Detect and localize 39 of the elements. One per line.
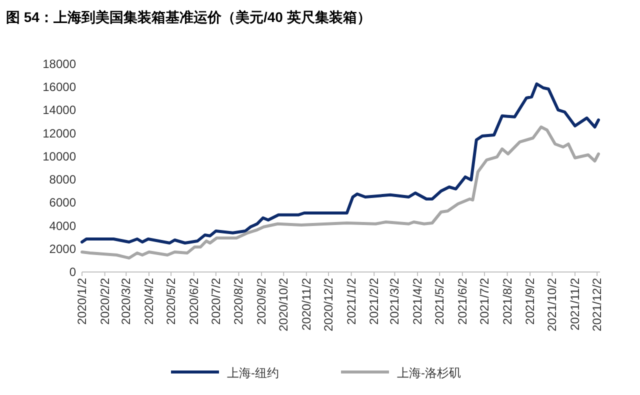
x-tick-label: 2021/8/2 bbox=[500, 278, 514, 325]
x-tick-label: 2020/2/2 bbox=[98, 278, 112, 325]
x-tick-label: 2020/5/2 bbox=[164, 278, 178, 325]
y-tick-label: 8000 bbox=[49, 172, 76, 187]
y-tick-label: 16000 bbox=[42, 80, 76, 94]
y-tick-label: 6000 bbox=[49, 196, 76, 210]
x-tick-label: 2021/9/2 bbox=[523, 278, 538, 325]
x-tick-label: 2021/10/2 bbox=[545, 278, 560, 332]
y-tick-label: 4000 bbox=[49, 218, 76, 233]
y-tick-label: 2000 bbox=[49, 242, 76, 256]
legend-label: 上海-纽约 bbox=[227, 366, 279, 380]
legend-label: 上海-洛杉矶 bbox=[397, 366, 461, 380]
x-tick-label: 2020/1/2 bbox=[75, 278, 89, 325]
y-tick-label: 10000 bbox=[42, 149, 76, 164]
x-tick-label: 2021/11/2 bbox=[568, 278, 582, 330]
x-tick-label: 2020/6/2 bbox=[186, 278, 201, 325]
x-tick-label: 2021/1/2 bbox=[344, 278, 358, 325]
x-tick-label: 2021/6/2 bbox=[455, 278, 470, 325]
y-tick-label: 0 bbox=[69, 265, 76, 279]
x-tick-label: 2020/8/2 bbox=[232, 278, 246, 325]
y-tick-label: 12000 bbox=[42, 126, 76, 140]
x-tick-label: 2021/3/2 bbox=[388, 278, 402, 325]
x-tick-label: 2021/7/2 bbox=[477, 278, 492, 325]
x-tick-label: 2020/12/2 bbox=[321, 278, 336, 332]
x-tick-label: 2021/2/2 bbox=[367, 278, 382, 325]
line-series bbox=[80, 126, 600, 260]
chart-title: 图 54：上海到美国集装箱基准运价（美元/40 英尺集装箱） bbox=[6, 9, 371, 25]
x-tick-label: 2021/5/2 bbox=[432, 278, 447, 325]
x-tick-label: 2020/10/2 bbox=[276, 278, 291, 332]
y-tick-label: 18000 bbox=[42, 57, 76, 71]
x-tick-label: 2020/11/2 bbox=[299, 278, 314, 330]
x-tick-label: 2020/7/2 bbox=[208, 278, 223, 325]
x-tick-label: 2020/9/2 bbox=[254, 278, 269, 325]
y-tick-label: 14000 bbox=[42, 103, 76, 118]
line-series bbox=[80, 82, 600, 244]
x-tick-label: 2021/4/2 bbox=[410, 278, 425, 325]
x-tick-label: 2021/12/2 bbox=[590, 278, 604, 332]
x-tick-label: 2020/3/2 bbox=[119, 278, 134, 325]
x-tick-label: 2020/4/2 bbox=[142, 278, 156, 325]
